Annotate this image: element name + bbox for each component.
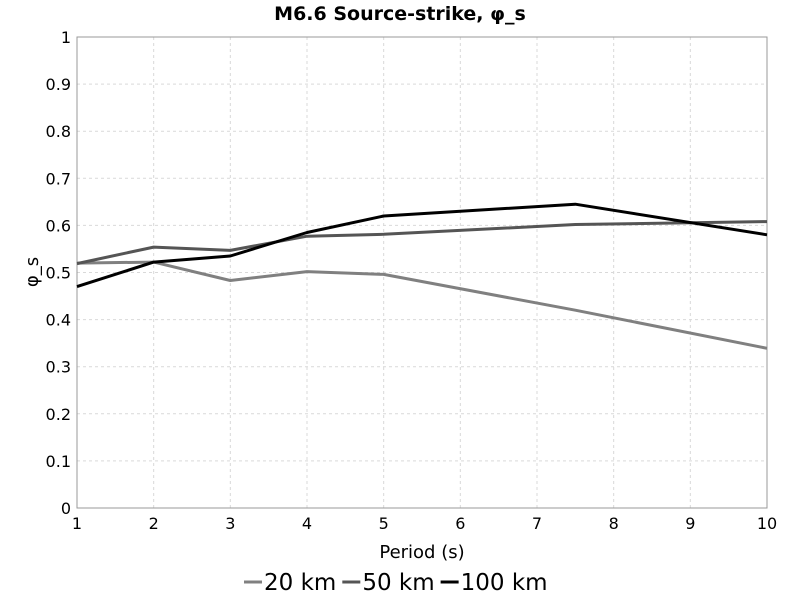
x-tick-label: 7 <box>532 514 542 533</box>
x-tick-label: 1 <box>72 514 82 533</box>
series-lines <box>76 202 768 350</box>
chart-title: M6.6 Source-strike, φ_s <box>274 3 526 25</box>
legend: 20 km 50 km 100 km <box>244 570 548 596</box>
legend-entry: 50 km <box>362 570 434 596</box>
series-line-3 <box>76 202 768 289</box>
y-tick-label: 0.6 <box>46 216 71 235</box>
x-tick-label: 5 <box>379 514 389 533</box>
y-axis-label: φ_s <box>22 257 43 287</box>
x-tick-label: 2 <box>149 514 159 533</box>
x-tick-label: 9 <box>685 514 695 533</box>
x-tick-label: 6 <box>455 514 465 533</box>
x-tick-label: 3 <box>225 514 235 533</box>
y-tick-label: 0.8 <box>46 122 71 141</box>
y-tick-label: 0.4 <box>46 311 71 330</box>
series-line-1 <box>76 260 768 350</box>
legend-entry: 100 km <box>461 570 548 596</box>
y-tick-label: 0.9 <box>46 75 71 94</box>
tick-labels: 1 2 3 4 5 6 7 8 9 10 0 0.1 0.2 0.3 0.4 0.5 0.6 0.7 0.8 0.9 1 <box>46 28 778 533</box>
grid <box>76 36 768 509</box>
x-axis-label: Period (s) <box>379 542 464 563</box>
y-tick-label: 0.5 <box>46 264 71 283</box>
y-tick-label: 0.1 <box>46 452 71 471</box>
y-tick-label: 0 <box>61 499 71 518</box>
legend-entry: 20 km <box>264 570 336 596</box>
y-tick-label: 0.2 <box>46 405 71 424</box>
y-tick-label: 0.7 <box>46 169 71 188</box>
y-tick-label: 1 <box>61 28 71 47</box>
plot-area-frame <box>76 36 768 509</box>
x-tick-label: 10 <box>757 514 777 533</box>
series-line-2 <box>76 220 768 266</box>
x-tick-label: 4 <box>302 514 312 533</box>
x-tick-label: 8 <box>609 514 619 533</box>
y-tick-label: 0.3 <box>46 358 71 377</box>
